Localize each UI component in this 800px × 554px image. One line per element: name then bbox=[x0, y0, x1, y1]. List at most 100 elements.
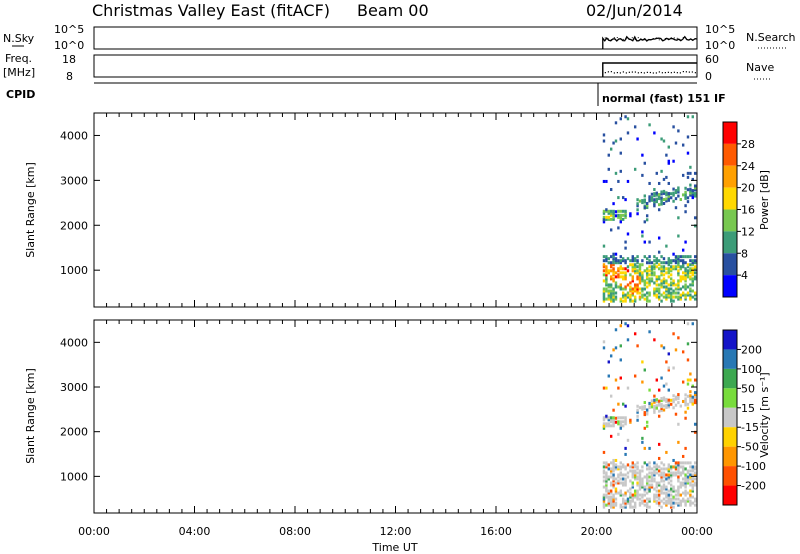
velocity-cell bbox=[660, 407, 663, 411]
power-cell bbox=[648, 265, 651, 269]
power-cell bbox=[674, 291, 678, 295]
power-cell bbox=[655, 293, 658, 297]
power-cell bbox=[681, 285, 685, 289]
velocity-cell bbox=[602, 479, 606, 483]
power-cell bbox=[648, 240, 651, 244]
power-cell bbox=[612, 295, 615, 299]
velocity-cell bbox=[689, 477, 692, 481]
velocity-cell bbox=[638, 493, 642, 497]
nave-label: Nave bbox=[746, 61, 774, 74]
nsearch-point bbox=[661, 39, 663, 41]
power-cell bbox=[684, 190, 687, 194]
velocity-cell bbox=[686, 378, 690, 382]
x-axis-label: Time UT bbox=[371, 541, 417, 554]
power-cell bbox=[653, 188, 656, 192]
power-cell bbox=[638, 275, 642, 279]
velocity-cell bbox=[677, 477, 680, 481]
nsky-line bbox=[602, 35, 697, 49]
velocity-cell bbox=[691, 487, 694, 491]
velocity-cell bbox=[633, 501, 637, 505]
velocity-cell bbox=[667, 477, 670, 481]
power-cell bbox=[681, 259, 685, 263]
power-cell bbox=[619, 285, 622, 289]
velocity-cell bbox=[602, 475, 606, 479]
velocity-cell bbox=[633, 473, 637, 477]
velocity-cell bbox=[607, 477, 610, 481]
velocity-cell bbox=[689, 461, 692, 465]
velocity-cell bbox=[648, 403, 651, 407]
velocity-cell bbox=[662, 479, 666, 483]
power-cell bbox=[674, 197, 678, 201]
velocity-cell bbox=[689, 493, 692, 497]
velocity-cell bbox=[660, 399, 663, 403]
velocity-cell bbox=[636, 497, 639, 501]
power-cell bbox=[619, 283, 622, 287]
power-cell bbox=[621, 295, 625, 299]
velocity-cell bbox=[662, 501, 666, 505]
power-cell bbox=[612, 141, 615, 145]
velocity-cell bbox=[614, 458, 618, 462]
velocity-cell bbox=[612, 461, 615, 465]
velocity-cell bbox=[660, 397, 663, 401]
velocity-cell bbox=[691, 473, 694, 477]
power-cell bbox=[660, 192, 663, 196]
power-cell bbox=[621, 257, 625, 261]
velocity-cell bbox=[609, 434, 613, 438]
velocity-cell bbox=[677, 471, 680, 475]
power-cell bbox=[643, 194, 646, 198]
velocity-cell bbox=[629, 418, 632, 422]
power-cell bbox=[621, 259, 625, 263]
power-cell bbox=[638, 297, 642, 301]
power-cell bbox=[648, 181, 651, 185]
velocity-cell bbox=[693, 395, 697, 399]
power-cell bbox=[684, 194, 687, 198]
velocity-cell bbox=[641, 407, 644, 411]
velocity-cell bbox=[684, 493, 687, 497]
velocity-cell bbox=[648, 330, 651, 334]
velocity-cell bbox=[643, 407, 646, 411]
power-cell bbox=[679, 267, 682, 271]
power-cell bbox=[633, 283, 637, 287]
velocity-cell bbox=[655, 495, 658, 499]
velocity-cell bbox=[665, 495, 668, 499]
power-cell bbox=[612, 252, 615, 256]
power-cell bbox=[665, 295, 668, 299]
power-cell bbox=[641, 275, 644, 279]
velocity-cell bbox=[645, 505, 649, 509]
velocity-cell bbox=[691, 465, 694, 469]
power-cell bbox=[691, 281, 694, 285]
velocity-cell bbox=[665, 467, 668, 471]
power-cell bbox=[629, 285, 632, 289]
power-cell bbox=[679, 297, 682, 301]
power-cell bbox=[655, 275, 658, 279]
nsearch-point bbox=[688, 39, 690, 41]
velocity-cell bbox=[609, 481, 613, 485]
power-cell bbox=[612, 209, 615, 213]
velocity-cell bbox=[653, 495, 656, 499]
power-cell bbox=[686, 291, 690, 295]
velocity-cell bbox=[653, 461, 656, 465]
velocity-cell bbox=[677, 422, 680, 426]
power-cell bbox=[617, 273, 620, 277]
nave-point bbox=[607, 71, 609, 73]
power-cell bbox=[686, 151, 690, 155]
power-colorbar-label: Power [dB] bbox=[758, 170, 771, 230]
velocity-data-cells bbox=[602, 322, 697, 509]
velocity-cell bbox=[693, 378, 697, 382]
velocity-cell bbox=[655, 398, 658, 402]
colorbar-tick-label: -200 bbox=[741, 480, 766, 493]
velocity-cell bbox=[636, 344, 639, 348]
power-cell bbox=[633, 289, 637, 293]
power-cell bbox=[672, 159, 675, 163]
velocity-cell bbox=[665, 397, 668, 401]
power-cell bbox=[638, 279, 642, 283]
velocity-cell bbox=[679, 471, 682, 475]
velocity-cell bbox=[638, 473, 642, 477]
nave-point bbox=[652, 72, 654, 74]
power-cell bbox=[641, 293, 644, 297]
velocity-cell bbox=[641, 440, 644, 444]
power-cell bbox=[638, 263, 642, 267]
velocity-cell bbox=[619, 481, 622, 485]
velocity-cell bbox=[607, 463, 610, 467]
